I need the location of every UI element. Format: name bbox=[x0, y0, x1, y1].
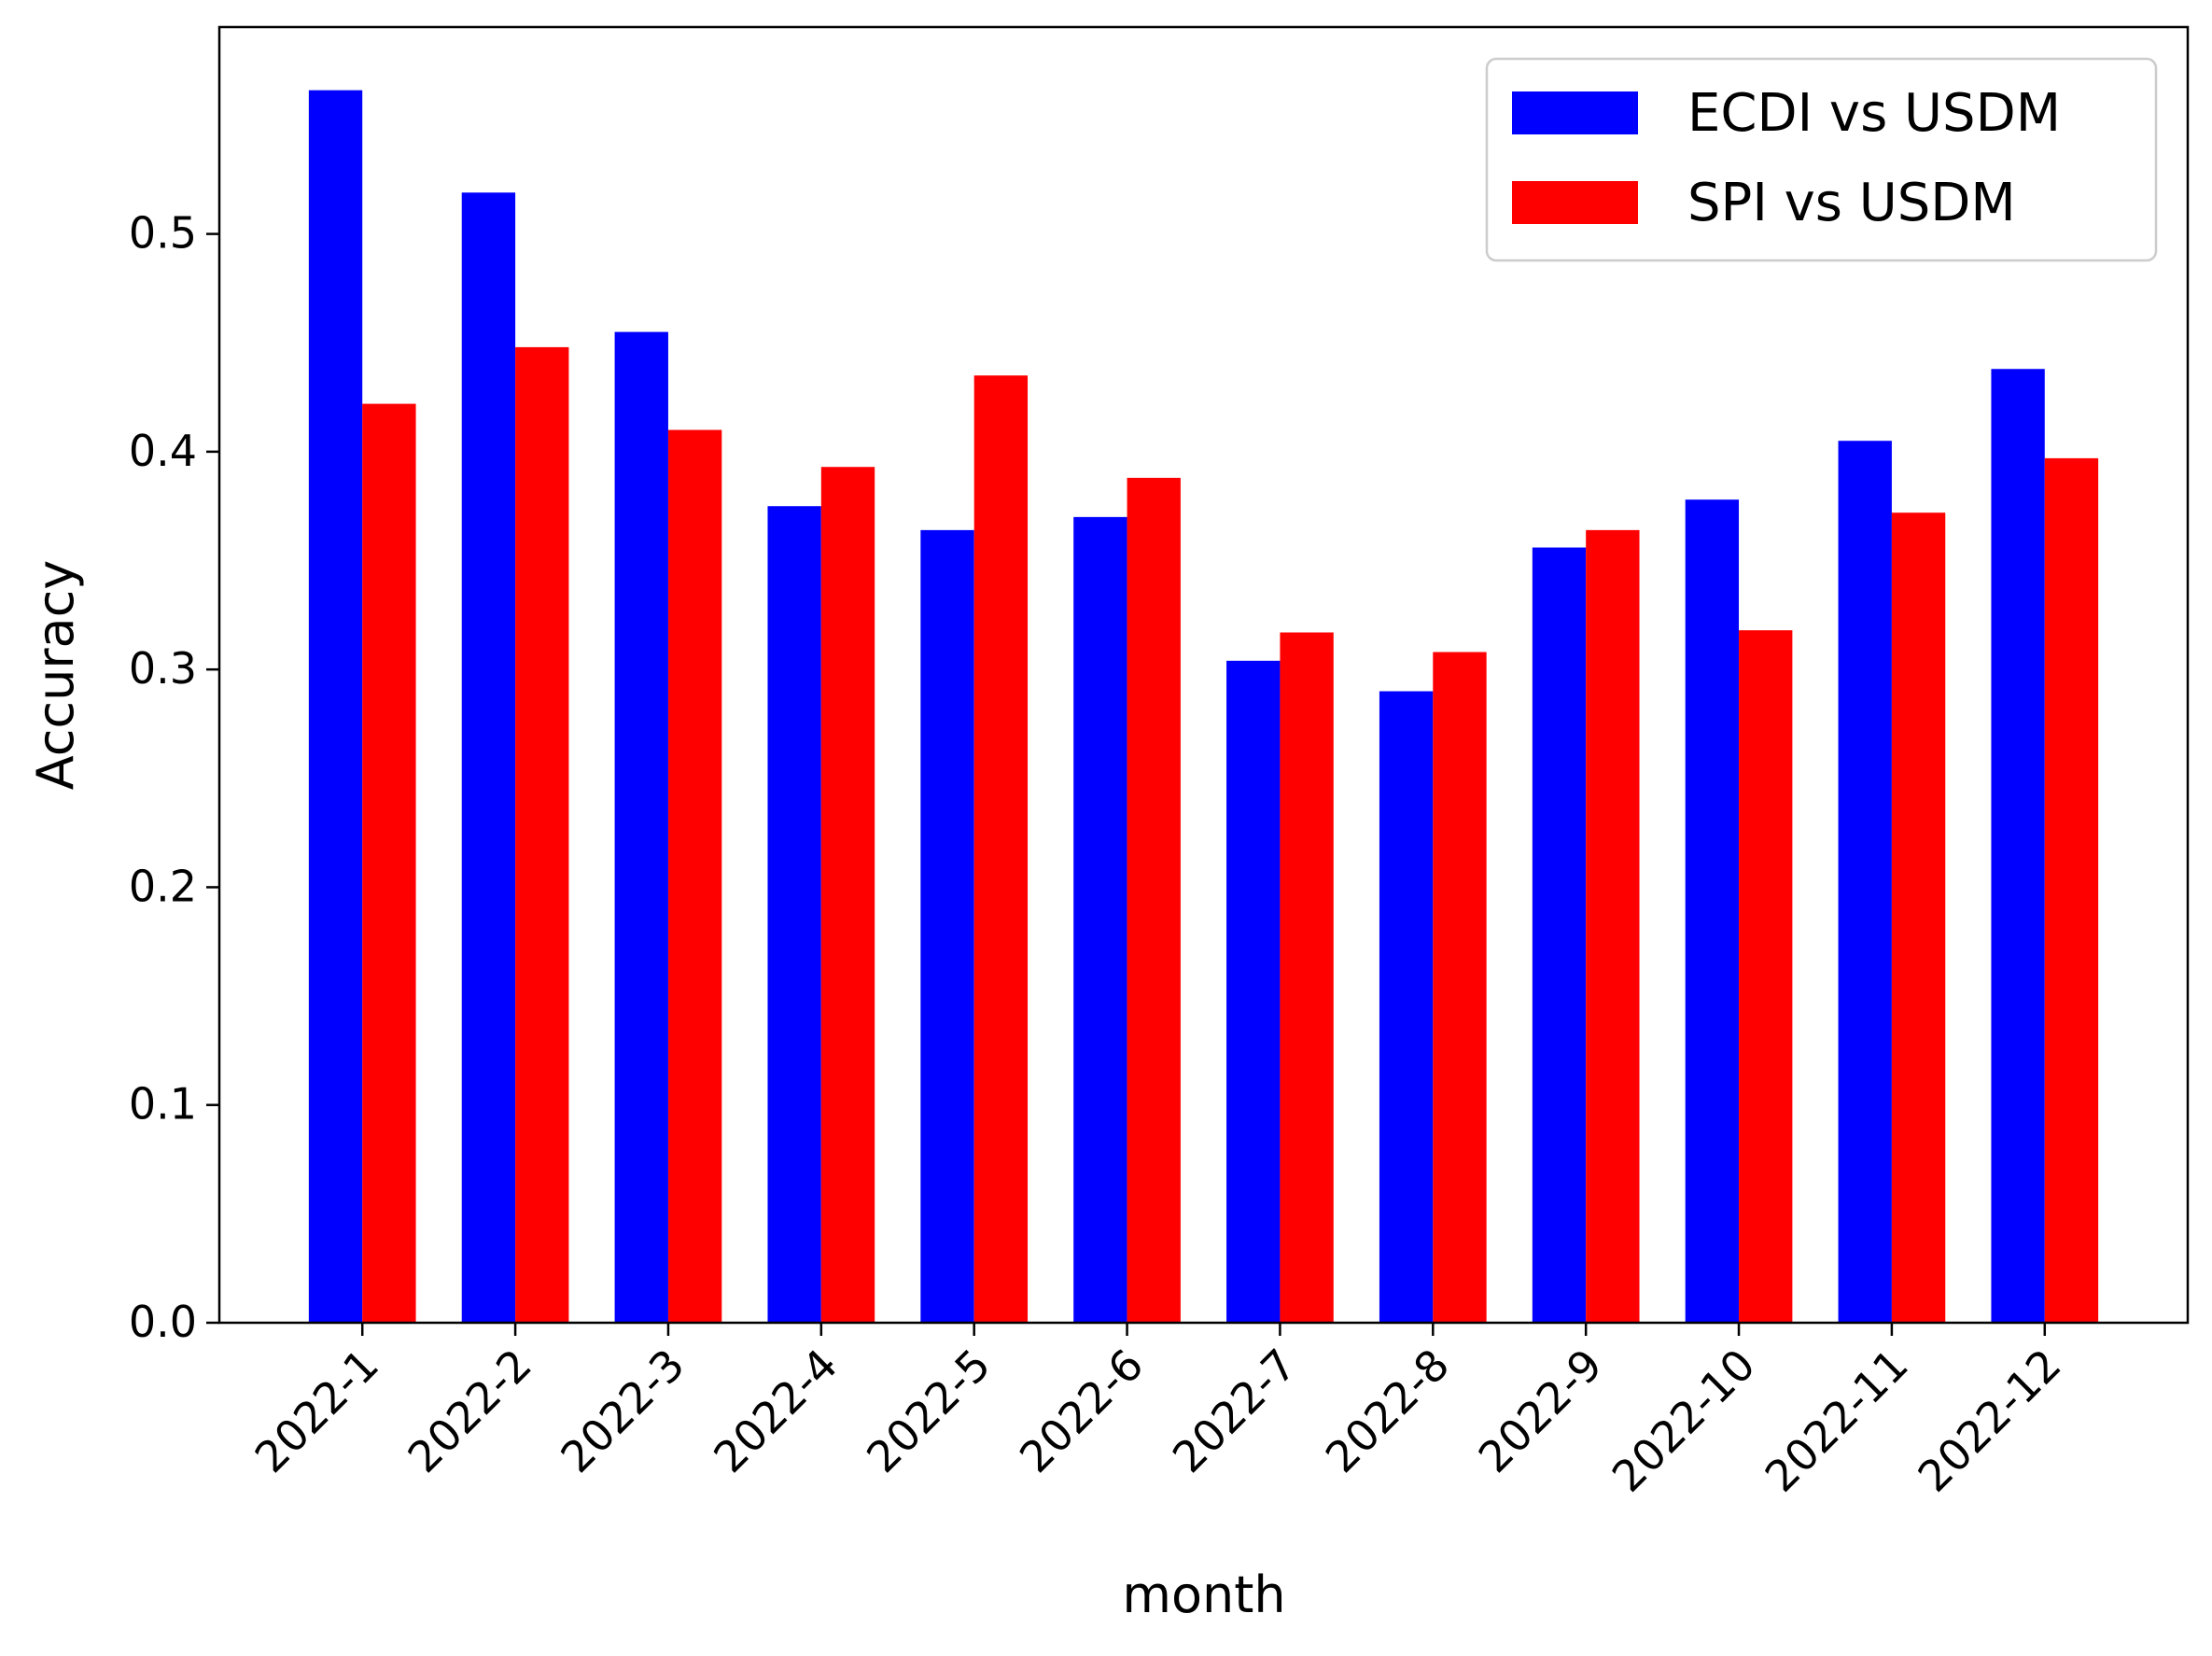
x-axis-label: month bbox=[1122, 1565, 1285, 1624]
legend-swatch-spi bbox=[1512, 181, 1638, 224]
bar-ecdi-2022-11 bbox=[1838, 441, 1892, 1324]
y-axis-label: Accuracy bbox=[26, 560, 85, 791]
legend-box bbox=[1485, 57, 2158, 262]
bar-ecdi-2022-5 bbox=[920, 529, 974, 1323]
bar-ecdi-2022-1 bbox=[308, 90, 363, 1323]
bar-ecdi-2022-6 bbox=[1073, 516, 1127, 1323]
y-tick-label: 0.3 bbox=[129, 643, 197, 694]
bar-ecdi-2022-3 bbox=[614, 331, 668, 1324]
y-tick-label: 0.4 bbox=[129, 426, 197, 476]
bars-layer bbox=[308, 90, 2099, 1324]
bar-ecdi-2022-2 bbox=[461, 192, 516, 1323]
bar-ecdi-2022-9 bbox=[1532, 547, 1587, 1323]
y-tick-label: 0.0 bbox=[129, 1297, 197, 1347]
bar-spi-2022-12 bbox=[2044, 457, 2099, 1323]
y-tick-label: 0.1 bbox=[129, 1079, 197, 1130]
bar-spi-2022-8 bbox=[1433, 652, 1487, 1323]
legend-label-ecdi: ECDI vs USDM bbox=[1687, 83, 2061, 144]
y-tick-label: 0.2 bbox=[129, 861, 197, 911]
bar-spi-2022-2 bbox=[515, 346, 569, 1323]
y-axis: 0.0 0.1 0.2 0.3 0.4 0.5 bbox=[129, 208, 219, 1347]
bar-spi-2022-7 bbox=[1280, 632, 1334, 1323]
bar-spi-2022-4 bbox=[820, 467, 875, 1324]
bar-ecdi-2022-7 bbox=[1226, 660, 1281, 1323]
bar-ecdi-2022-4 bbox=[767, 506, 821, 1323]
bar-spi-2022-9 bbox=[1586, 529, 1640, 1323]
bar-spi-2022-10 bbox=[1739, 630, 1793, 1323]
y-tick-label: 0.5 bbox=[129, 208, 197, 259]
bar-spi-2022-1 bbox=[362, 403, 416, 1323]
bar-spi-2022-6 bbox=[1127, 477, 1181, 1323]
bar-spi-2022-11 bbox=[1891, 512, 1946, 1323]
bar-ecdi-2022-8 bbox=[1379, 691, 1434, 1323]
plot-frame bbox=[217, 25, 2190, 1325]
bar-spi-2022-5 bbox=[973, 375, 1029, 1323]
bar-ecdi-2022-10 bbox=[1685, 499, 1740, 1323]
legend-swatch-ecdi bbox=[1512, 91, 1638, 134]
legend-label-spi: SPI vs USDM bbox=[1687, 173, 2016, 233]
bar-spi-2022-3 bbox=[667, 429, 722, 1323]
bar-ecdi-2022-12 bbox=[1991, 369, 2045, 1323]
legend: ECDI vs USDM SPI vs USDM bbox=[1485, 57, 2158, 262]
